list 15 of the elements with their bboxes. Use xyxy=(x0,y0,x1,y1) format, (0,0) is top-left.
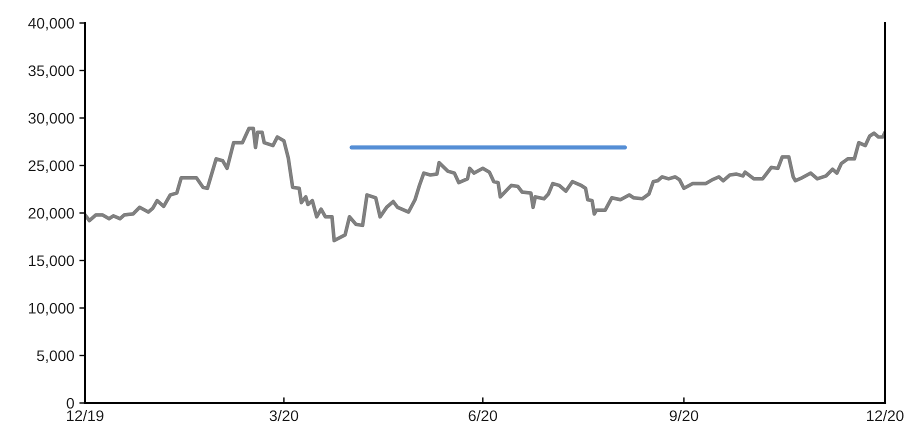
y-tick-label: 30,000 xyxy=(28,112,74,126)
y-tick-label: 25,000 xyxy=(28,160,74,173)
x-tick-label: 12/19 xyxy=(67,410,104,422)
x-tick-label: 12/20 xyxy=(867,410,904,422)
x-tick-label: 3/20 xyxy=(270,410,298,422)
y-tick-label: 5,000 xyxy=(36,350,74,363)
y-tick-label: 15,000 xyxy=(29,255,74,268)
y-tick-label: 0 xyxy=(66,398,74,409)
y-tick-label: 20,000 xyxy=(28,208,74,220)
x-tick-label: 6/20 xyxy=(468,410,498,422)
y-tick-label: 10,000 xyxy=(29,302,74,316)
y-tick-label: 40,000 xyxy=(28,18,74,30)
y-tick-label: 35,000 xyxy=(28,65,74,78)
x-tick-label: 9/20 xyxy=(670,410,698,422)
line-series xyxy=(85,126,885,242)
